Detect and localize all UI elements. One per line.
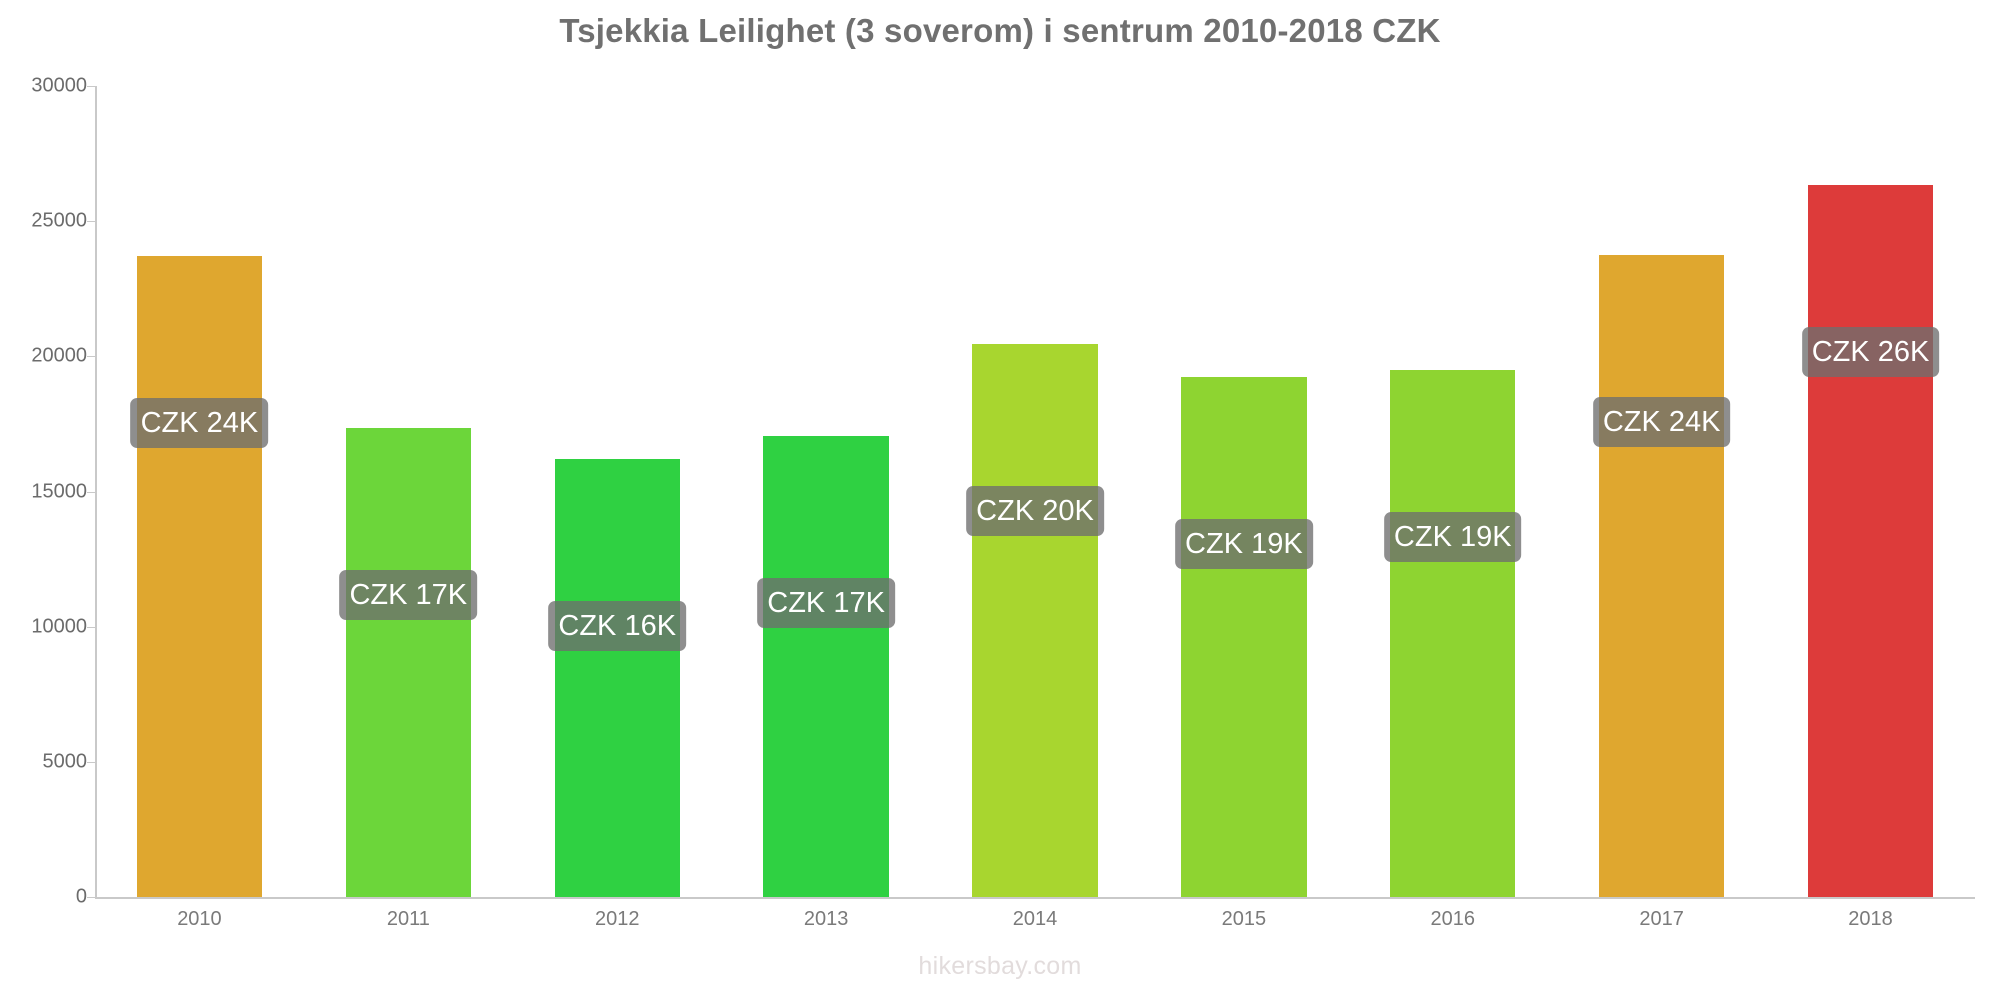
y-axis-line: [95, 86, 97, 897]
y-axis-tick-mark: [87, 356, 95, 358]
bar-value-label: CZK 17K: [339, 569, 478, 620]
bar-value-label: CZK 17K: [757, 578, 895, 629]
bar-rect: [1807, 184, 1934, 897]
bar-value-label: CZK 24K: [1592, 396, 1731, 447]
y-axis-tick-mark: [87, 626, 95, 628]
bar-value-label: CZK 24K: [130, 398, 269, 449]
bar-rect: [972, 344, 1098, 897]
x-axis-line: [95, 897, 1975, 899]
bar-rect: [554, 459, 680, 897]
bar-rect: [1599, 254, 1725, 897]
bar-rect: [1390, 369, 1516, 897]
y-axis-tick-label: 5000: [42, 750, 88, 773]
bar-rect: [345, 427, 471, 897]
bar[interactable]: [136, 256, 263, 897]
y-axis-tick-mark: [87, 491, 95, 493]
y-axis-tick-label: 0: [75, 885, 87, 908]
y-axis-tick-mark: [87, 897, 95, 898]
footer-credit: hikersbay.com: [918, 952, 1082, 980]
y-axis-tick-label: 30000: [31, 74, 87, 97]
x-axis-tick-label: 2014: [1012, 908, 1058, 930]
x-axis-tick-label: 2012: [594, 908, 640, 930]
y-axis-tick-label: 25000: [31, 209, 87, 232]
bar[interactable]: [345, 427, 471, 897]
x-axis-tick-label: 2010: [177, 908, 222, 930]
bar-rect: [136, 256, 263, 897]
bar-value-label: CZK 19K: [1175, 518, 1313, 569]
x-axis-tick-label: 2016: [1430, 908, 1476, 930]
bar-value-label: CZK 16K: [548, 601, 687, 652]
bar-value-label: CZK 26K: [1801, 326, 1940, 377]
y-axis-tick-mark: [87, 221, 95, 223]
chart-title: Tsjekkia Leilighet (3 soverom) i sentrum…: [559, 12, 1441, 49]
bar[interactable]: [554, 459, 680, 897]
bar[interactable]: [763, 436, 889, 897]
x-axis-tick-label: 2017: [1639, 908, 1684, 930]
bar[interactable]: [1390, 369, 1516, 897]
y-axis-tick-mark: [87, 761, 95, 763]
x-axis-tick-label: 2018: [1848, 908, 1893, 930]
y-axis-tick-mark: [87, 86, 95, 87]
bar-value-label: CZK 20K: [966, 486, 1104, 537]
bar[interactable]: [1181, 376, 1307, 897]
x-axis-tick-label: 2013: [803, 908, 849, 930]
plot-area: 30000 25000 20000 15000 10000 5000 0 CZK 24K CZ…: [31, 75, 1975, 930]
bar-rect: [763, 436, 889, 897]
y-axis-tick-label: 20000: [31, 344, 87, 367]
bar[interactable]: [1599, 254, 1725, 897]
y-axis-tick-label: 10000: [31, 615, 87, 638]
bar-value-label: CZK 19K: [1383, 511, 1522, 562]
bar[interactable]: [1807, 184, 1934, 897]
bar[interactable]: [972, 344, 1098, 897]
y-axis-tick-label: 15000: [31, 480, 87, 502]
x-axis-tick-label: 2011: [386, 908, 430, 930]
bar-rect: [1181, 376, 1307, 897]
x-axis-tick-label: 2015: [1221, 908, 1267, 930]
